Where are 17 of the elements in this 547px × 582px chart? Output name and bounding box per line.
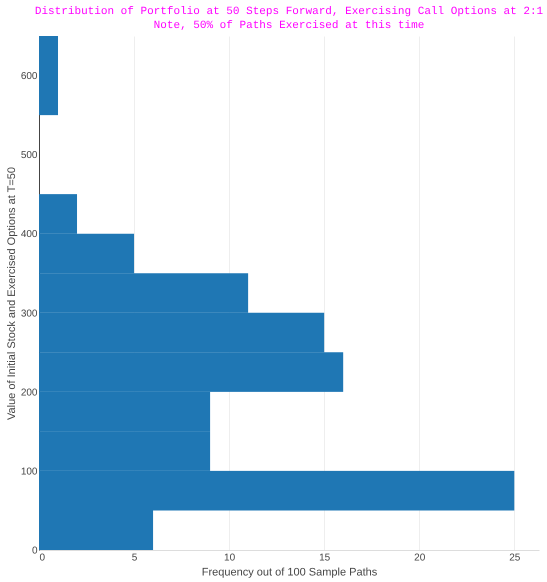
y-tick-label: 0 — [32, 546, 38, 556]
y-axis-title: Value of Initial Stock and Exercised Options at T=50 — [6, 166, 18, 420]
chart-subtitle: Note, 50% of Paths Exercised at this time — [154, 20, 424, 32]
x-tick-label: 15 — [319, 552, 331, 564]
x-tick-label: 5 — [132, 552, 138, 564]
y-tick-label: 200 — [20, 387, 38, 398]
y-tick-label: 500 — [20, 150, 38, 162]
y-tick-label: 300 — [20, 308, 38, 320]
y-tick-label: 100 — [20, 466, 38, 478]
y-tick-label: 400 — [20, 229, 38, 240]
x-tick-label: 10 — [224, 552, 236, 564]
x-tick-label: 25 — [509, 552, 521, 564]
x-tick-label: 0 — [40, 552, 46, 564]
x-axis-title: Frequency out of 100 Sample Paths — [202, 566, 378, 578]
chart-title: Distribution of Portfolio at 50 Steps Forward, Exercising Call Options at 2:1 — [34, 6, 544, 18]
x-tick-label: 20 — [414, 552, 426, 564]
y-tick-label: 600 — [20, 71, 38, 82]
